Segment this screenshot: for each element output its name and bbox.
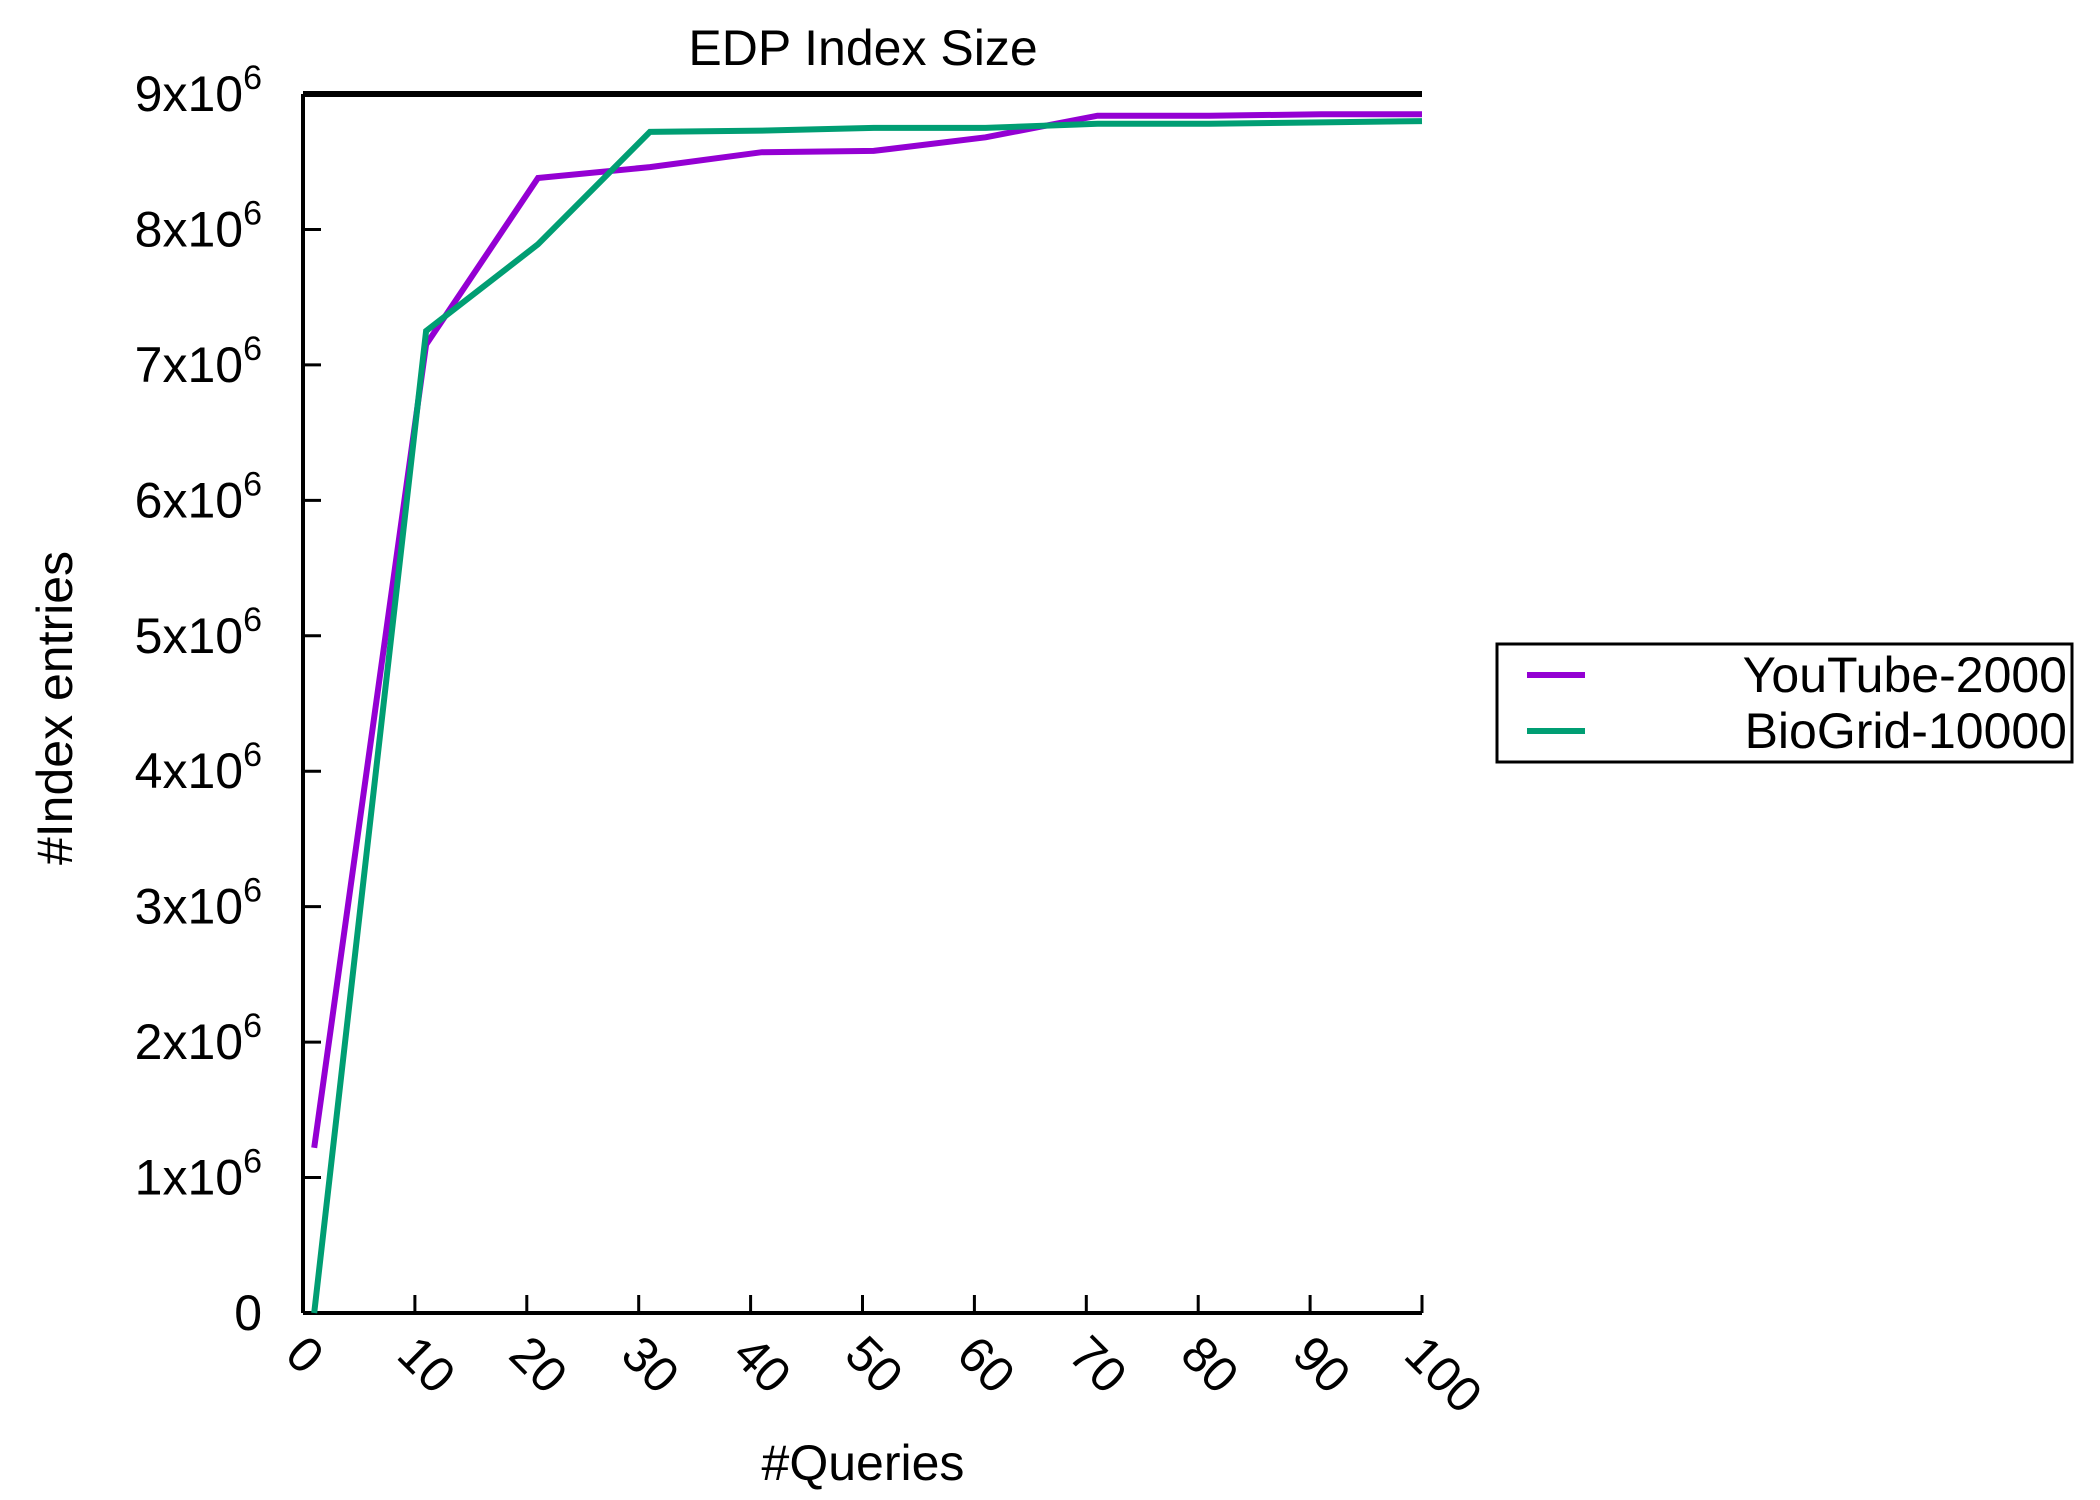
y-tick-label: 1x106 xyxy=(135,1143,262,1206)
y-tick-label: 6x106 xyxy=(135,465,262,528)
y-tick-label: 9x106 xyxy=(135,59,262,122)
series-line-2 xyxy=(311,118,1423,1314)
y-axis-label: #Index entries xyxy=(27,551,83,865)
y-tick-label: 5x106 xyxy=(135,601,262,664)
series-line-1 xyxy=(311,111,1422,1149)
y-tick-label: 8x106 xyxy=(135,194,262,257)
legend-box xyxy=(1495,642,2074,764)
y-tick-label: 3x106 xyxy=(135,872,262,935)
y-tick-label: 2x106 xyxy=(135,1007,262,1070)
y-tick-label: 7x106 xyxy=(135,330,262,393)
legend-label-1: YouTube-2000 xyxy=(1743,647,2067,703)
chart-title: EDP Index Size xyxy=(688,20,1037,76)
legend-label-2: BioGrid-10000 xyxy=(1745,703,2067,759)
y-tick-label: 4x106 xyxy=(135,736,262,799)
y-tick-label: 0 xyxy=(234,1285,262,1341)
x-axis-label: #Queries xyxy=(762,1435,965,1491)
